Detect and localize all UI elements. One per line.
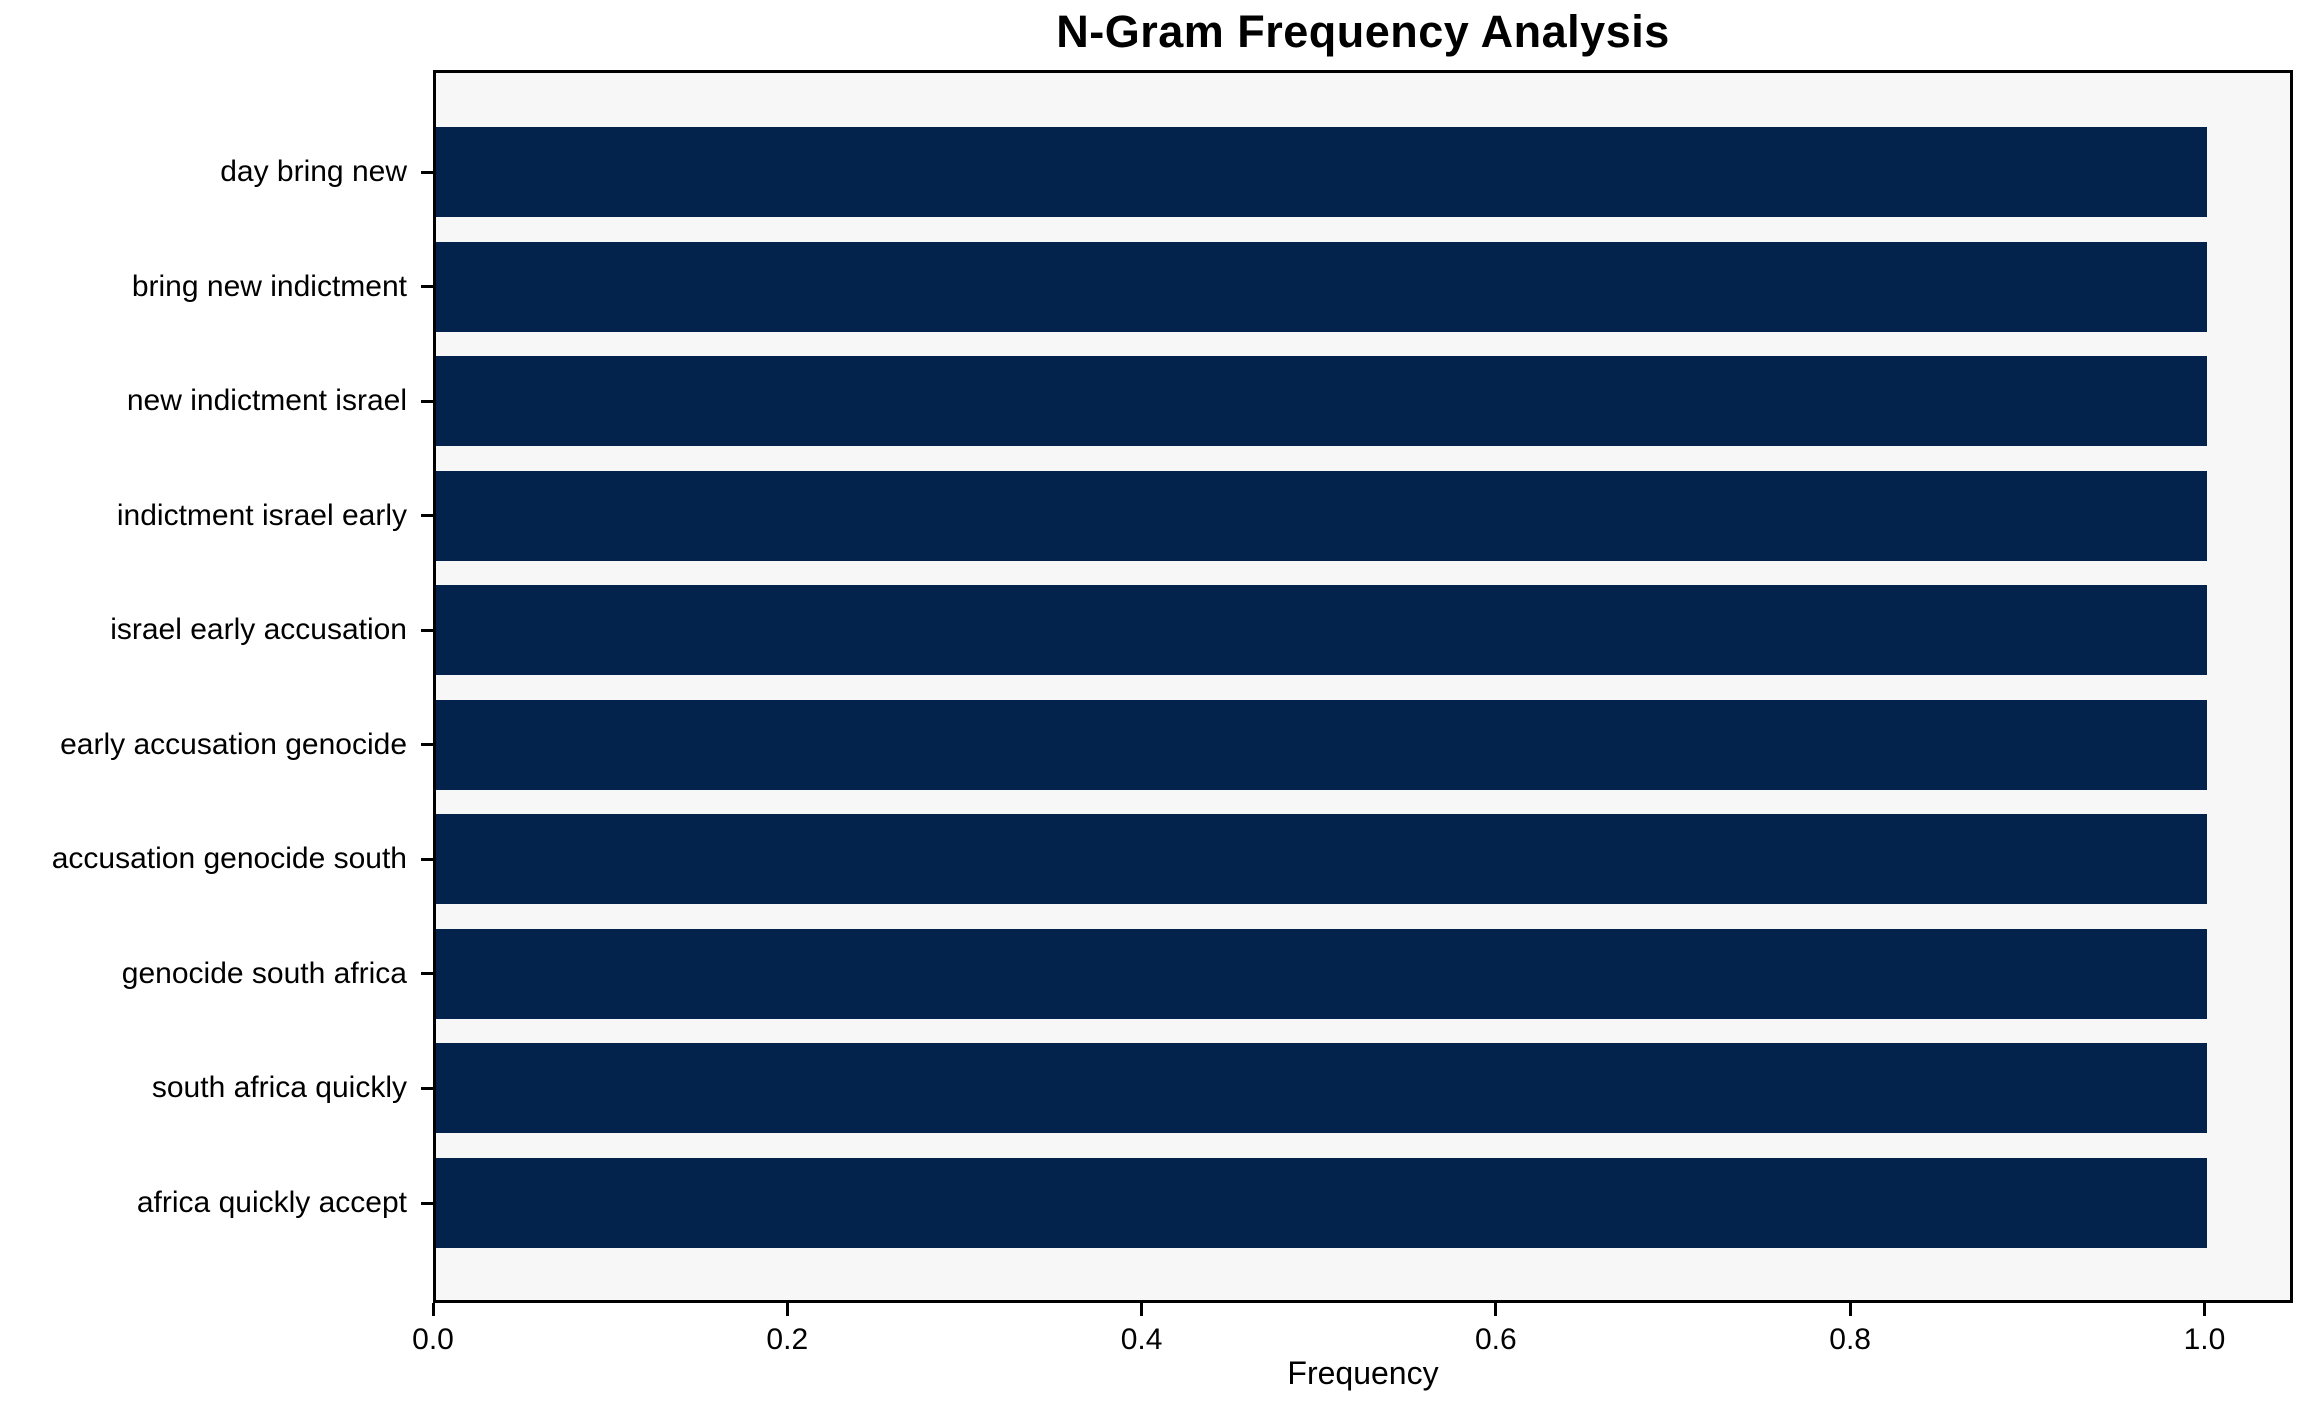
bar-bring-new-indictment [436, 241, 2208, 332]
y-tick-mark [421, 857, 433, 861]
x-axis-label: Frequency [1287, 1355, 1439, 1391]
y-tick-label-new-indictment-israel: new indictment israel [126, 384, 407, 418]
bar-israel-early-accusation [436, 585, 2208, 676]
x-tick-mark [785, 1303, 789, 1316]
bar-early-accusation-genocide [436, 699, 2208, 790]
bar-indictment-israel-early [436, 470, 2208, 561]
y-tick-label-genocide-south-africa: genocide south africa [121, 956, 407, 990]
x-tick-mark [431, 1303, 435, 1316]
bar-africa-quickly-accept [436, 1158, 2208, 1248]
x-tick-label-0.8: 0.8 [1829, 1323, 1871, 1356]
bar-genocide-south-africa [436, 928, 2208, 1019]
bar-south-africa-quickly [436, 1043, 2208, 1134]
y-tick-mark [421, 514, 433, 518]
y-tick-label-indictment-israel-early: indictment israel early [116, 498, 407, 532]
y-tick-mark [421, 743, 433, 747]
x-tick-label-0.4: 0.4 [1120, 1323, 1163, 1356]
y-tick-label-bring-new-indictment: bring new indictment [131, 269, 407, 303]
plot-area [433, 70, 2293, 1303]
y-tick-mark [421, 399, 433, 403]
y-tick-label-africa-quickly-accept: africa quickly accept [136, 1186, 407, 1219]
x-tick-label-0.2: 0.2 [766, 1323, 809, 1356]
x-tick-mark [1140, 1303, 1144, 1316]
y-tick-label-early-accusation-genocide: early accusation genocide [60, 727, 407, 761]
y-tick-mark [421, 972, 433, 976]
x-tick-mark [2202, 1303, 2206, 1316]
y-tick-mark [421, 285, 433, 289]
y-tick-mark [421, 1201, 433, 1205]
x-tick-mark [1848, 1303, 1852, 1316]
x-tick-label-1.0: 1.0 [2183, 1323, 2226, 1356]
x-tick-mark [1494, 1303, 1498, 1316]
y-tick-label-day-bring-new: day bring new [220, 155, 407, 188]
y-tick-label-south-africa-quickly: south africa quickly [151, 1071, 407, 1105]
y-tick-mark [421, 1086, 433, 1090]
x-tick-label-0.0: 0.0 [412, 1323, 454, 1356]
y-tick-label-accusation-genocide-south: accusation genocide south [51, 842, 407, 876]
y-tick-label-israel-early-accusation: israel early accusation [110, 613, 407, 647]
bar-accusation-genocide-south [436, 814, 2208, 905]
x-tick-label-0.6: 0.6 [1474, 1323, 1517, 1356]
chart-title: N-Gram Frequency Analysis [1056, 6, 1670, 57]
y-tick-mark [421, 170, 433, 174]
y-tick-mark [421, 628, 433, 632]
bar-new-indictment-israel [436, 356, 2208, 447]
bar-day-bring-new [436, 127, 2208, 217]
